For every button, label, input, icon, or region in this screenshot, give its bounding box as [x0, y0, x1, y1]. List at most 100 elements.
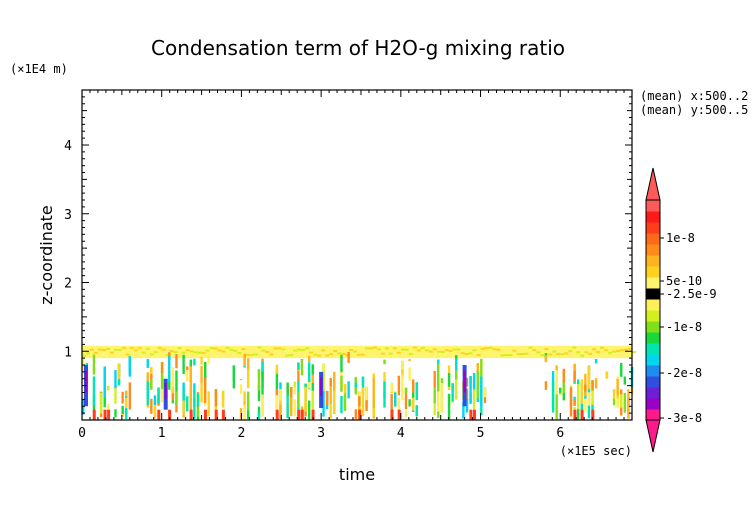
- field-streak: [465, 398, 469, 413]
- band-speck: [145, 347, 150, 350]
- field-streak: [551, 371, 555, 386]
- field-streak: [577, 384, 580, 410]
- band-speck: [285, 354, 290, 357]
- band-speck: [341, 352, 346, 355]
- band-speck: [436, 350, 441, 353]
- field-surface-positive: [358, 409, 362, 420]
- field-streak: [322, 363, 325, 372]
- field-streak: [580, 391, 583, 419]
- colorbar-swatch: [646, 332, 660, 344]
- field-streak: [203, 377, 207, 403]
- field-streak: [372, 377, 375, 392]
- colorbar-tick-label: 1e-8: [666, 231, 695, 245]
- field-streak: [103, 369, 106, 398]
- band-speck: [137, 347, 142, 350]
- band-speck: [456, 348, 461, 351]
- band-speck: [301, 349, 306, 352]
- field-streak: [412, 379, 415, 393]
- field-streak: [408, 399, 411, 407]
- colorbar-swatch: [646, 277, 660, 289]
- field-streak: [196, 393, 200, 407]
- band-speck: [504, 354, 509, 357]
- x-tick-label: 3: [317, 426, 325, 441]
- band-speck: [444, 349, 449, 352]
- field-surface-positive: [469, 409, 473, 420]
- field-streak: [587, 404, 591, 419]
- field-streak: [175, 354, 178, 369]
- field-streak: [401, 360, 404, 370]
- field-streak: [365, 386, 368, 401]
- band-speck: [277, 347, 282, 350]
- field-streak: [221, 392, 225, 408]
- band-speck: [520, 353, 525, 356]
- field-streak: [275, 369, 279, 398]
- band-speck: [448, 350, 453, 353]
- field-streak: [128, 382, 132, 410]
- colorbar-swatch: [646, 376, 660, 388]
- band-speck: [476, 354, 481, 357]
- field-streak: [307, 355, 311, 363]
- band-speck: [428, 350, 433, 353]
- band-speck: [440, 351, 445, 354]
- field-streak: [587, 366, 591, 390]
- field-surface-positive: [168, 409, 172, 420]
- field-streak: [160, 363, 164, 390]
- field-streak: [605, 371, 609, 379]
- band-speck: [353, 350, 357, 353]
- field-streak: [620, 362, 623, 377]
- field-streak: [544, 355, 548, 363]
- field-streak: [128, 356, 132, 368]
- field-streak: [333, 384, 336, 414]
- band-speck: [229, 348, 234, 351]
- x-unit-label: (×1E5 sec): [560, 444, 632, 458]
- x-tick-label: 2: [238, 426, 246, 441]
- field-streak: [440, 383, 444, 413]
- field-streak: [243, 353, 246, 367]
- field-streak: [297, 362, 300, 384]
- field-streak: [275, 395, 279, 416]
- band-speck: [245, 353, 250, 356]
- field-surface-positive: [573, 409, 577, 420]
- band-speck: [396, 351, 401, 354]
- field-streak: [175, 391, 178, 405]
- field-streak: [175, 370, 178, 393]
- band-speck: [544, 348, 549, 351]
- field-surface-positive: [221, 409, 225, 420]
- field-streak: [480, 376, 483, 407]
- field-streak: [358, 391, 361, 397]
- colorbar-swatch: [646, 266, 660, 278]
- band-speck: [357, 353, 361, 356]
- band-speck: [616, 350, 621, 353]
- field-streak: [591, 401, 594, 415]
- band-speck: [181, 351, 186, 354]
- band-speck: [141, 351, 146, 354]
- field-streak: [372, 408, 375, 417]
- x-tick-label: 0: [78, 426, 86, 441]
- band-speck: [404, 348, 409, 351]
- field-streak: [562, 368, 566, 383]
- plot-area: 0 1 2 3 4 5 6 1 2 3 4: [64, 89, 636, 441]
- field-streak: [304, 383, 307, 388]
- band-speck: [512, 349, 517, 352]
- field-streak: [455, 370, 458, 380]
- field-streak: [297, 362, 300, 370]
- field-streak: [243, 404, 246, 420]
- field-streak: [329, 378, 332, 387]
- field-streak: [343, 392, 347, 411]
- colorbar-lower-extend: [645, 419, 661, 453]
- field-streak: [404, 387, 408, 394]
- field-streak: [247, 358, 250, 373]
- field-surface-positive: [92, 409, 96, 420]
- field-streak: [404, 387, 408, 410]
- field-streak: [121, 391, 124, 404]
- band-speck: [600, 346, 605, 349]
- band-speck: [624, 348, 629, 351]
- band-speck: [572, 346, 577, 349]
- field-streak: [401, 375, 404, 401]
- field-streak: [307, 362, 311, 383]
- band-speck: [488, 346, 493, 349]
- colorbar-tick-label: 5e-10: [666, 274, 702, 288]
- band-speck: [197, 351, 202, 354]
- field-surface-positive: [103, 409, 107, 420]
- field-streak: [214, 389, 218, 407]
